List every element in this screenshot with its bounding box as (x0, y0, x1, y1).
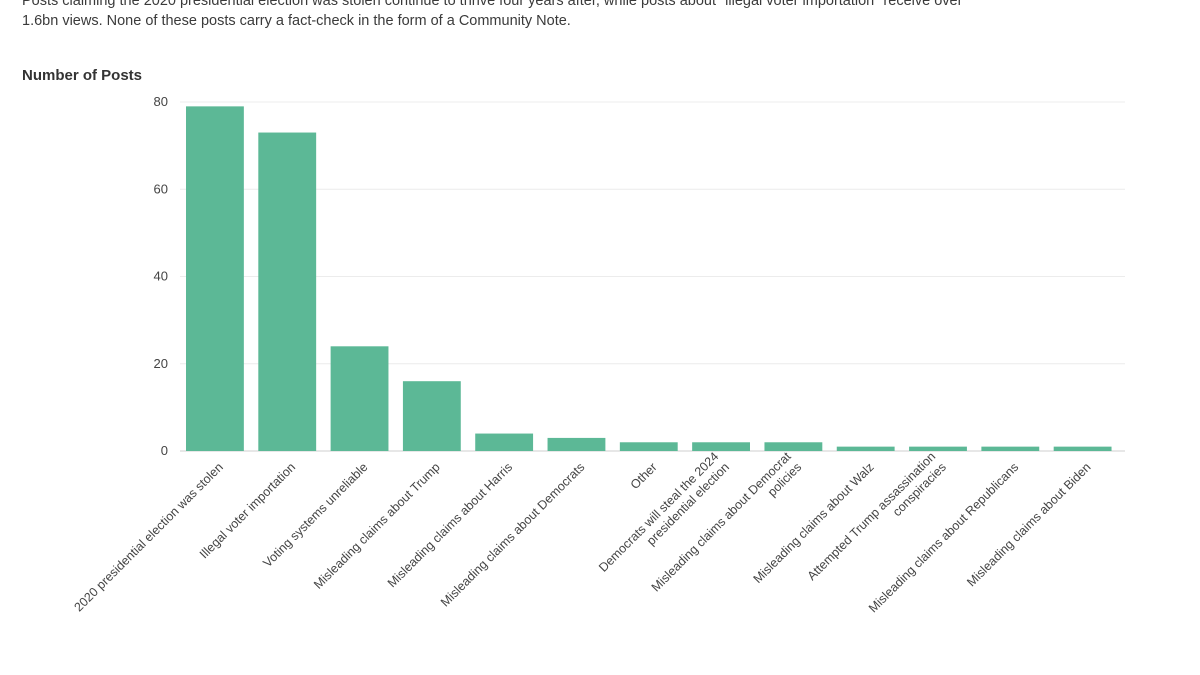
y-tick-label: 20 (154, 356, 168, 371)
x-tick-label-group: Misleading claims about Democrats (438, 460, 587, 609)
y-tick-label: 60 (154, 181, 168, 196)
x-tick-label-group: Misleading claims about Harris (385, 460, 515, 590)
y-tick-label: 0 (161, 443, 168, 458)
x-tick-label-group: Other (628, 460, 660, 492)
y-tick-label: 40 (154, 269, 168, 284)
x-tick-label: Misleading claims about Harris (385, 460, 515, 590)
x-tick-label: 2020 presidential election was stolen (72, 460, 226, 614)
x-tick-label: Misleading claims about Republicans (866, 460, 1021, 615)
subtitle-line-1: Posts claiming the 2020 presidential ele… (22, 0, 963, 9)
x-tick-label: Other (628, 460, 660, 492)
x-tick-label-group: Misleading claims about Republicans (866, 460, 1021, 615)
bar (330, 346, 389, 451)
bar (258, 132, 317, 451)
x-tick-label-group: Misleading claims about Trump (311, 460, 443, 592)
bar (547, 437, 606, 451)
x-tick-label: Misleading claims about Democrats (438, 460, 587, 609)
chart-subtitle: Posts claiming the 2020 presidential ele… (22, 0, 1182, 31)
x-tick-label-group: Democrats will steal the 2024presidentia… (596, 449, 732, 574)
x-tick-label: Democrats will steal the 2024 (596, 449, 721, 574)
y-axis-title: Number of Posts (22, 67, 143, 84)
bar (619, 442, 678, 451)
bar (475, 433, 534, 451)
x-tick-label: Misleading claims about Biden (964, 460, 1093, 589)
bar (909, 446, 967, 451)
bar (1053, 446, 1112, 451)
x-tick-label-group: 2020 presidential election was stolen (72, 460, 226, 614)
bar (981, 446, 1040, 451)
y-tick-label: 80 (154, 94, 168, 109)
x-tick-label: Misleading claims about Trump (311, 460, 443, 592)
bar (186, 106, 244, 452)
bar (764, 442, 823, 451)
bar (692, 442, 750, 451)
subtitle-line-2: 1.6bn views. None of these posts carry a… (22, 13, 571, 29)
x-tick-label-group: Attempted Trump assassinationconspiracie… (805, 449, 949, 583)
bar (836, 446, 895, 451)
x-tick-label-group: Misleading claims about Biden (964, 460, 1093, 589)
bar (402, 381, 461, 451)
